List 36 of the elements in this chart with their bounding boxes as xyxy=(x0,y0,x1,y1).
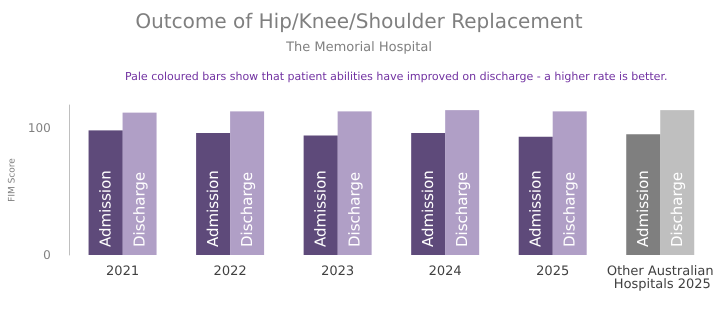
bar xyxy=(411,132,446,255)
bar xyxy=(338,111,372,255)
x-tick-label: 2021 xyxy=(106,264,140,279)
bar xyxy=(626,134,660,255)
text: Admission xyxy=(312,170,330,247)
bar xyxy=(518,136,553,255)
x-tick-label: 2023 xyxy=(321,264,354,279)
text: Discharge xyxy=(238,172,256,247)
text: Admission xyxy=(419,170,438,247)
series-label: Admission xyxy=(96,170,115,247)
x-tick-label: Other Australian Hospitals 2025 xyxy=(606,264,714,292)
text: Discharge xyxy=(346,172,364,247)
y-axis-title: FIM Score xyxy=(8,158,18,202)
text: Discharge xyxy=(560,172,579,247)
text: Discharge xyxy=(668,172,686,247)
text: Admission xyxy=(634,170,652,247)
bar xyxy=(552,111,587,255)
text: Pale coloured bars show that patient abilities have improved on discharge - a higher rate is better. xyxy=(125,70,668,83)
series-label: Discharge xyxy=(130,172,149,247)
x-tick-label: 2024 xyxy=(428,264,462,279)
bar xyxy=(88,130,123,255)
text: Admission xyxy=(526,170,545,247)
x-tick-label: 2022 xyxy=(214,264,247,279)
bar xyxy=(445,110,480,255)
chart-title: Outcome of Hip/Knee/Shoulder Replacement xyxy=(135,9,583,33)
text: Admission xyxy=(204,170,222,247)
y-tick-label: 100 xyxy=(28,120,51,135)
bar xyxy=(230,111,264,255)
bar xyxy=(660,110,694,255)
bar xyxy=(122,112,157,255)
text: Discharge xyxy=(453,172,472,247)
x-tick-label: 2025 xyxy=(536,264,570,279)
chart-subtitle: The Memorial Hospital xyxy=(285,40,432,55)
bar xyxy=(304,136,338,255)
y-tick-label: 0 xyxy=(43,248,51,262)
bar xyxy=(196,132,230,255)
